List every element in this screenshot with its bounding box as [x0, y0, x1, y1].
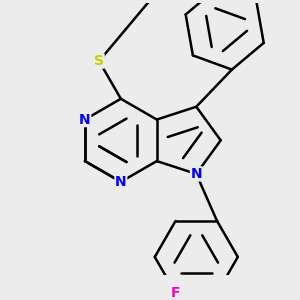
Text: S: S: [94, 54, 104, 68]
Text: N: N: [115, 175, 127, 189]
Text: N: N: [79, 112, 91, 127]
Text: F: F: [171, 286, 180, 300]
Text: N: N: [190, 167, 202, 181]
